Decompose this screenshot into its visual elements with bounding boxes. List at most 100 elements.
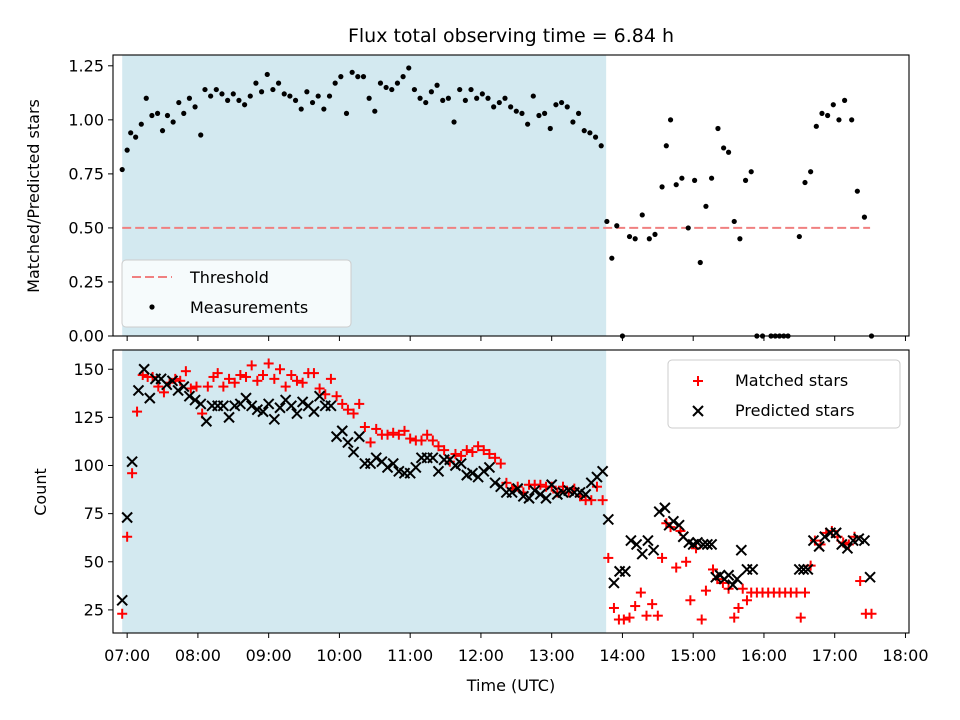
predicted-star-point	[841, 542, 854, 554]
measurement-point	[119, 166, 125, 173]
predicted-star-point	[370, 452, 382, 464]
measurement-point	[355, 74, 361, 80]
predicted-star-point	[466, 467, 479, 479]
predicted-star-point	[819, 531, 831, 543]
measurement-point	[685, 225, 691, 231]
matched-star-point	[671, 562, 682, 573]
predicted-star-point	[523, 492, 535, 504]
matched-star-point	[618, 614, 629, 625]
measurement-point	[692, 177, 698, 183]
measurement-point	[143, 95, 149, 101]
measurement-point	[721, 145, 727, 151]
predicted-star-point	[602, 513, 614, 526]
matched-star-point	[158, 387, 169, 398]
measurement-point	[154, 110, 161, 116]
measurement-point	[646, 236, 652, 242]
predicted-star-point	[200, 415, 213, 427]
measurements-legend-label: Measurements	[190, 298, 308, 317]
measurement-point	[275, 80, 282, 86]
measurement-point	[247, 93, 253, 99]
measurement-point	[708, 175, 715, 181]
measurement-point	[491, 104, 497, 110]
x-tick-label: 09:00	[246, 646, 292, 665]
top-y-tick-label: 1.25	[68, 56, 104, 75]
predicted-star-point	[410, 461, 422, 474]
predicted-star-point	[432, 465, 445, 477]
measurement-point	[663, 143, 669, 149]
matched-star-point	[274, 364, 285, 375]
predicted-star-point	[830, 527, 842, 539]
matched-star-point	[331, 391, 342, 402]
matched-star-point	[681, 556, 692, 567]
bottom-y-tick-label: 50	[84, 552, 104, 571]
measurement-point	[332, 80, 338, 86]
measurement-point	[697, 259, 703, 266]
predicted-star-point	[195, 398, 207, 410]
matched-star-point	[348, 408, 359, 419]
predicted-star-point	[797, 563, 810, 576]
top-y-tick-label: 0.00	[68, 327, 104, 346]
measurement-point	[659, 184, 665, 190]
matched-star-point	[635, 587, 646, 598]
measurement-point	[360, 74, 367, 80]
top-y-ticks: 0.00 0.25 0.50 0.75 1.00 1.25	[68, 56, 113, 346]
predicted-star-point	[161, 378, 173, 391]
predicted-star-point	[132, 384, 145, 397]
bottom-y-tick-label: 75	[84, 504, 104, 523]
predicted-star-point	[608, 577, 620, 589]
measurement-point	[468, 86, 474, 93]
matched-star-point	[202, 381, 213, 392]
predicted-star-point	[630, 538, 643, 551]
measurement-point	[400, 74, 406, 80]
matched-star-point	[624, 612, 635, 623]
predicted-star-point	[813, 540, 825, 553]
matched-star-point	[439, 445, 450, 456]
matched-star-point	[180, 366, 191, 377]
measurement-point	[474, 95, 480, 101]
measurement-point	[614, 223, 620, 229]
predicted-star-point	[144, 392, 156, 404]
x-tick-label: 08:00	[175, 646, 221, 665]
measurement-point	[445, 95, 451, 101]
top-y-tick-label: 0.75	[68, 164, 104, 183]
matched-star-point	[799, 587, 810, 598]
predicted-star-point	[483, 461, 496, 474]
predicted-star-point	[223, 411, 235, 424]
predicted-star-point	[183, 390, 196, 402]
matched-star-point	[597, 495, 608, 506]
measurement-point	[349, 69, 355, 75]
measurement-point	[673, 182, 679, 188]
measurement-point	[230, 91, 236, 97]
matched-star-point	[263, 358, 274, 369]
measurement-point	[748, 169, 754, 175]
measurement-point	[508, 104, 514, 110]
measurement-point	[796, 233, 802, 240]
measurement-point	[581, 128, 587, 134]
measurement-point	[326, 93, 333, 99]
predicted-star-point	[489, 477, 501, 489]
predicted-star-point	[172, 384, 184, 397]
measurement-point	[202, 86, 208, 93]
matched-star-point	[461, 445, 472, 456]
measurement-point	[309, 99, 316, 106]
measurement-point	[159, 128, 166, 134]
predicted-star-point	[336, 425, 348, 437]
predicted-star-point	[793, 563, 806, 576]
measurement-point	[679, 175, 685, 181]
predicted-star-point	[636, 548, 648, 560]
matched-star-point	[371, 423, 382, 434]
predicted-stars-points	[116, 363, 876, 606]
x-tick-label: 13:00	[529, 646, 575, 665]
matched-star-point	[132, 406, 143, 417]
measurement-point	[219, 91, 225, 97]
predicted-star-point	[245, 400, 258, 412]
measurement-point	[264, 71, 270, 78]
predicted-star-point	[274, 402, 286, 414]
measurement-point	[813, 123, 819, 129]
measurement-point	[519, 110, 525, 116]
predicted-star-point	[126, 455, 138, 468]
matched-star-point	[450, 448, 461, 459]
measurement-point	[731, 218, 737, 225]
matched-star-point	[501, 477, 512, 488]
